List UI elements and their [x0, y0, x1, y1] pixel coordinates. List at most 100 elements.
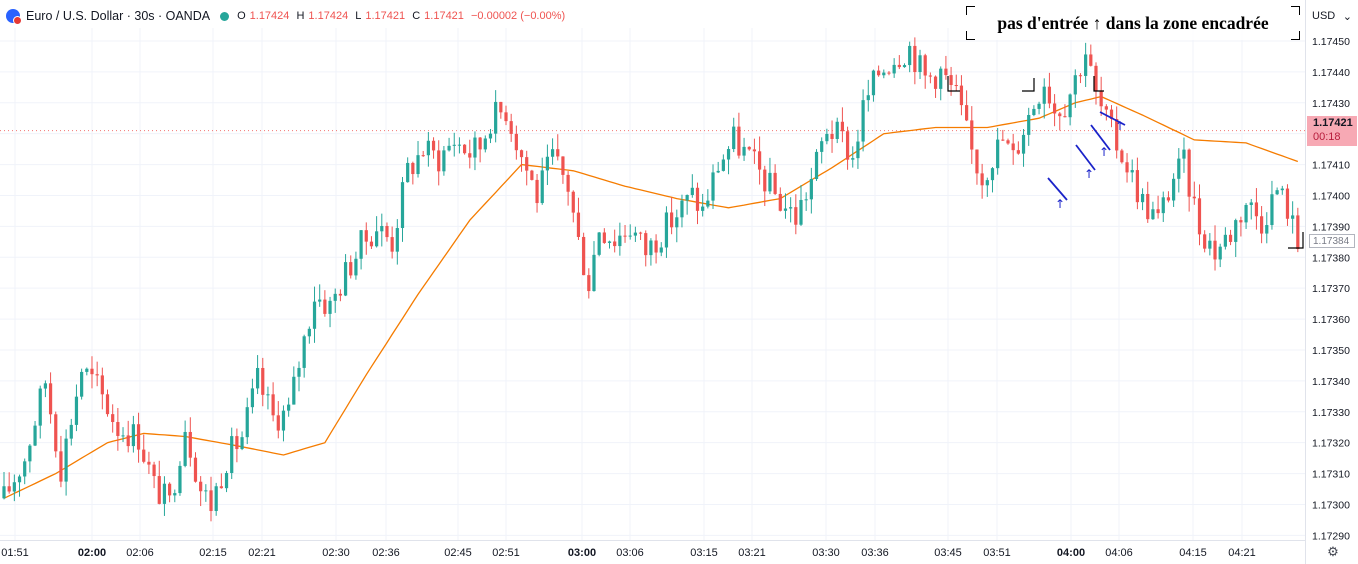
candle-body	[411, 162, 415, 175]
candle-body	[814, 151, 819, 180]
candle-body	[918, 55, 922, 73]
candle	[323, 290, 327, 317]
candle	[199, 476, 203, 507]
candle	[1182, 137, 1186, 173]
candle	[95, 361, 99, 387]
candle-body	[147, 461, 151, 465]
candle-body	[742, 146, 746, 156]
candle-body	[670, 212, 674, 228]
candle	[1161, 191, 1165, 222]
candle-body	[1197, 198, 1202, 235]
candle-body	[851, 158, 855, 160]
current-price-tag: 1.17421 00:18	[1307, 116, 1357, 146]
candle	[939, 66, 943, 101]
candle-body	[1094, 65, 1098, 91]
candle	[147, 451, 151, 475]
candle-body	[882, 72, 886, 76]
y-tick-label: 1.17390	[1312, 221, 1350, 233]
candle	[587, 268, 591, 299]
symbol-title[interactable]: Euro / U.S. Dollar · 30s · OANDA	[26, 9, 211, 23]
candle-body	[1146, 193, 1150, 220]
x-tick-label: 02:36	[372, 547, 400, 559]
candle-body	[778, 193, 782, 211]
candle-body	[545, 156, 550, 171]
candle	[307, 326, 311, 344]
candle	[716, 161, 720, 174]
candle-body	[1254, 202, 1259, 217]
candle-body	[1109, 109, 1114, 120]
candles-layer	[2, 37, 1300, 522]
candle-body	[90, 368, 94, 375]
candle	[928, 72, 932, 84]
candle-body	[897, 64, 901, 68]
trend-line-mark	[1099, 111, 1126, 126]
candle-body	[230, 436, 234, 473]
settings-gear-icon[interactable]: ⚙	[1327, 544, 1339, 559]
candle-body	[856, 141, 860, 159]
candle	[162, 476, 167, 516]
candle-body	[28, 445, 32, 462]
candle-body	[1203, 234, 1207, 249]
candle	[1244, 203, 1248, 229]
candle-body	[685, 194, 689, 201]
candle	[861, 89, 865, 152]
candle-body	[1161, 197, 1165, 214]
candle-body	[1135, 170, 1139, 203]
candle-body	[923, 55, 927, 76]
candle-body	[939, 68, 943, 89]
candle-body	[845, 131, 850, 160]
candle	[59, 435, 63, 488]
candle	[250, 378, 255, 414]
candle	[1192, 181, 1196, 205]
candle	[654, 234, 658, 264]
moving-average-layer	[3, 95, 1299, 499]
candle	[43, 380, 48, 398]
annotation-marks-layer: ↑ ↑ ↑ ↑	[947, 76, 1304, 249]
candle	[649, 238, 653, 266]
candle	[1120, 148, 1124, 164]
y-tick-label: 1.17300	[1312, 499, 1350, 511]
x-tick-label: 02:45	[444, 547, 472, 559]
x-tick-label: 02:21	[248, 547, 276, 559]
candle	[1203, 230, 1207, 253]
candle-body	[711, 172, 715, 201]
candle	[349, 255, 353, 279]
candle-body	[1208, 240, 1212, 249]
candle-body	[1213, 240, 1217, 260]
candle-body	[809, 179, 813, 200]
candle	[768, 157, 772, 195]
candle	[752, 138, 757, 164]
candle-body	[773, 172, 777, 194]
candle-body	[328, 300, 332, 314]
candle	[613, 229, 617, 253]
candle	[369, 236, 374, 249]
candle-body	[245, 407, 249, 438]
candle-body	[504, 112, 508, 122]
candle	[628, 224, 632, 240]
candle-body	[752, 149, 757, 152]
candle	[462, 144, 467, 155]
candle	[1027, 107, 1031, 146]
candle-body	[530, 170, 534, 180]
candle-body	[804, 199, 808, 201]
candle-body	[959, 85, 964, 106]
candle-body	[111, 414, 115, 423]
eurusd-flag-icon[interactable]	[6, 9, 22, 25]
candle-body	[95, 374, 99, 376]
zone-bracket-end	[1288, 232, 1304, 249]
candle	[1011, 133, 1015, 165]
candle-body	[116, 422, 120, 436]
currency-selector[interactable]: USD ⌄	[1306, 6, 1358, 26]
candle	[1016, 141, 1020, 155]
candle	[633, 226, 637, 242]
candle	[1130, 159, 1134, 183]
candle-body	[871, 70, 876, 96]
candle-body	[1073, 75, 1077, 95]
y-tick-label: 1.17360	[1312, 314, 1350, 326]
candle-body	[535, 179, 539, 204]
candle	[7, 472, 11, 494]
candle-body	[576, 212, 581, 237]
candle-body	[80, 371, 84, 397]
